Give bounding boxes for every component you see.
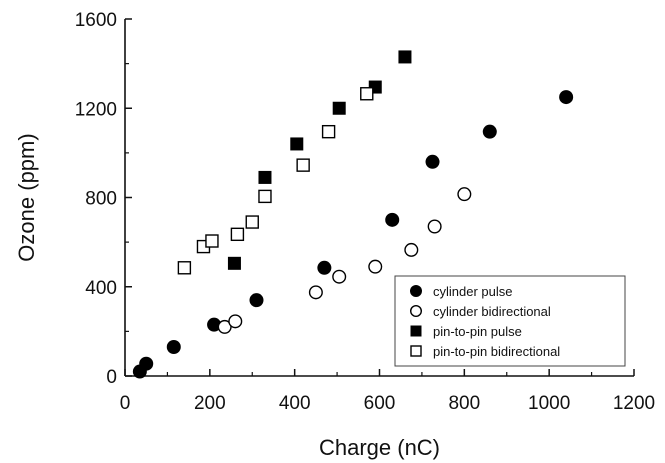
legend-marker-pin-to-pin-pulse	[410, 325, 422, 337]
legend-marker-cylinder-bidirectional	[410, 305, 423, 318]
legend-marker-pin-to-pin-bidirectional	[410, 345, 422, 357]
pin-to-pin-pulse-point	[227, 256, 241, 270]
legend: cylinder pulse cylinder bidirectional pin-…	[394, 275, 626, 367]
x-axis-ticks: 0 200 400 600 800 1000 1200	[120, 369, 655, 414]
legend-marker-cylinder-pulse	[410, 285, 422, 297]
pin-to-pin-pulse-point	[290, 137, 304, 151]
cylinder-bidirectional-point	[332, 269, 347, 284]
legend-label-cylinder-bidirectional: cylinder bidirectional	[433, 304, 551, 319]
y-tick-label: 1200	[75, 99, 117, 120]
legend-label-pin-to-pin-pulse: pin-to-pin pulse	[433, 324, 522, 339]
cylinder-bidirectional-point	[457, 187, 472, 202]
y-tick-label: 800	[85, 189, 117, 210]
pin-to-pin-bidirectional-point	[258, 189, 272, 204]
y-tick-label: 0	[106, 367, 117, 388]
pin-to-pin-bidirectional-point	[360, 87, 374, 101]
cylinder-bidirectional-point	[228, 314, 243, 329]
pin-to-pin-bidirectional-point	[230, 227, 245, 242]
x-axis-title: Charge (nC)	[319, 435, 440, 460]
legend-label-cylinder-pulse: cylinder pulse	[433, 284, 513, 299]
cylinder-pulse-point	[166, 339, 181, 354]
x-tick-label: 400	[279, 393, 311, 414]
legend-box	[394, 275, 626, 367]
legend-label-pin-to-pin-bidirectional: pin-to-pin bidirectional	[433, 344, 560, 359]
cylinder-pulse-point	[317, 260, 332, 275]
pin-to-pin-bidirectional-point	[296, 158, 310, 172]
data-points	[132, 50, 574, 379]
cylinder-bidirectional-point	[404, 242, 419, 257]
y-axis-title: Ozone (ppm)	[14, 133, 39, 261]
x-tick-label: 1200	[613, 393, 655, 414]
pin-to-pin-pulse-point	[398, 50, 412, 64]
cylinder-bidirectional-point	[217, 319, 232, 334]
cylinder-pulse-point	[249, 293, 264, 308]
pin-to-pin-bidirectional-point	[245, 215, 259, 229]
cylinder-bidirectional-point	[427, 219, 442, 234]
x-tick-label: 200	[194, 393, 226, 414]
pin-to-pin-bidirectional-point	[205, 234, 219, 248]
pin-to-pin-bidirectional-point	[321, 124, 336, 139]
y-tick-label: 1600	[75, 10, 117, 31]
pin-to-pin-bidirectional-point	[177, 261, 192, 275]
cylinder-pulse-point	[139, 356, 154, 371]
cylinder-pulse-point	[425, 154, 440, 169]
cylinder-bidirectional-point	[368, 259, 383, 274]
y-tick-label: 400	[85, 278, 117, 299]
pin-to-pin-pulse-point	[258, 170, 272, 184]
cylinder-pulse-point	[482, 124, 497, 139]
pin-to-pin-pulse-point	[332, 101, 346, 115]
x-tick-label: 800	[448, 393, 480, 414]
cylinder-pulse-point	[559, 90, 574, 105]
cylinder-pulse-point	[385, 212, 400, 227]
x-tick-label: 600	[364, 393, 396, 414]
cylinder-bidirectional-point	[308, 285, 323, 300]
x-tick-label: 1000	[528, 393, 570, 414]
x-tick-label: 0	[120, 393, 131, 414]
y-axis-ticks: 0 400 800 1200 1600	[75, 10, 132, 388]
cylinder-pulse-point	[207, 317, 222, 332]
